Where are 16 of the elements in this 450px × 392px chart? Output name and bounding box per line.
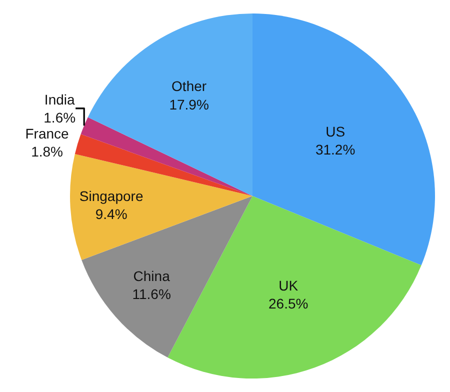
pie-slice [70, 154, 252, 260]
slice-label: China [133, 268, 170, 284]
data-label: 9.4% [95, 206, 128, 222]
data-label: 26.5% [268, 296, 308, 312]
slice-label: Other [172, 78, 207, 94]
slice-label: Singapore [79, 188, 144, 204]
slice-label: France [25, 125, 70, 142]
data-label: 17.9% [169, 96, 209, 112]
pie-slice [252, 14, 435, 266]
data-label: 1.8% [31, 144, 63, 160]
data-label: 31.2% [315, 142, 356, 158]
slice-label: US [326, 123, 346, 140]
data-label: 1.6% [44, 109, 76, 126]
data-label: 11.6% [132, 286, 171, 302]
slice-label: India [44, 91, 75, 108]
slice-label: UK [278, 277, 299, 294]
